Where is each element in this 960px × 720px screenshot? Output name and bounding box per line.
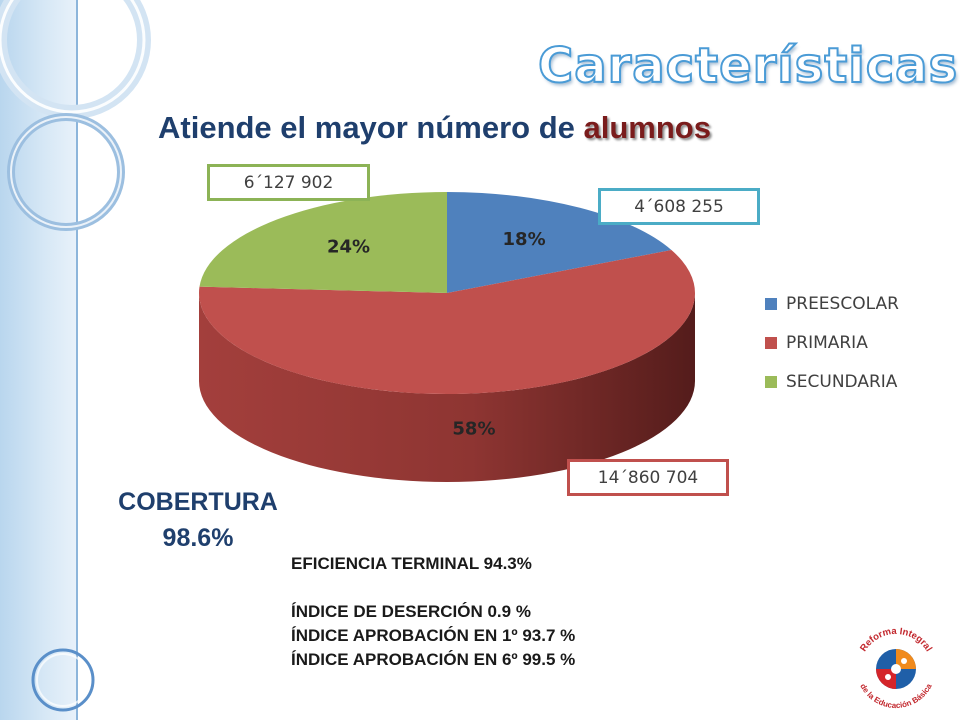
- legend-swatch-secundaria: [765, 376, 777, 388]
- legend-label-secundaria: SECUNDARIA: [786, 372, 898, 392]
- cobertura-label: COBERTURA: [118, 488, 278, 516]
- legend-item-secundaria: SECUNDARIA: [765, 372, 897, 392]
- chart-subtitle: Atiende el mayor número de alumnos: [158, 110, 711, 146]
- callout-preescolar: 4´608 255: [598, 188, 760, 225]
- subtitle-text: Atiende el mayor número de: [158, 110, 584, 145]
- callout-secundaria: 6´127 902: [207, 164, 370, 201]
- pie-label-primaria: 58%: [452, 418, 495, 439]
- legend-label-preescolar: PREESCOLAR: [786, 294, 899, 314]
- legend-swatch-preescolar: [765, 298, 777, 310]
- callout-primaria: 14´860 704: [567, 459, 729, 496]
- pie-slice-secundaria: [199, 191, 447, 293]
- cobertura-value: 98.6%: [162, 524, 234, 552]
- cobertura-block: COBERTURA 98.6%: [98, 484, 298, 556]
- sidebar-divider: [76, 0, 78, 720]
- legend-item-preescolar: PREESCOLAR: [765, 294, 899, 314]
- stats-spacer: [291, 576, 575, 600]
- legend-item-primaria: PRIMARIA: [765, 333, 868, 353]
- pie-slice-primaria: [198, 249, 696, 394]
- stat-aprobacion-1: ÍNDICE APROBACIÓN EN 1º 93.7 %: [291, 626, 576, 645]
- reforma-logo: Reforma Integral de la Educación Básica: [849, 621, 943, 715]
- stat-aprobacion-6: ÍNDICE APROBACIÓN EN 6º 99.5 %: [291, 650, 576, 669]
- stat-desercion: ÍNDICE DE DESERCIÓN 0.9 %: [291, 602, 531, 621]
- legend-label-primaria: PRIMARIA: [786, 333, 868, 353]
- slide-title: Características: [537, 37, 959, 95]
- pie-label-secundaria: 24%: [327, 236, 370, 257]
- pie-slice-preescolar: [447, 192, 672, 293]
- puzzle-icon: [876, 649, 916, 689]
- pie-side-primaria: [199, 293, 695, 482]
- legend-swatch-primaria: [765, 337, 777, 349]
- stat-eficiencia: EFICIENCIA TERMINAL 94.3%: [291, 554, 532, 573]
- pie-label-preescolar: 18%: [503, 229, 546, 250]
- stats-block: EFICIENCIA TERMINAL 94.3% ÍNDICE DE DESE…: [291, 552, 575, 672]
- subtitle-highlight: alumnos: [583, 110, 711, 145]
